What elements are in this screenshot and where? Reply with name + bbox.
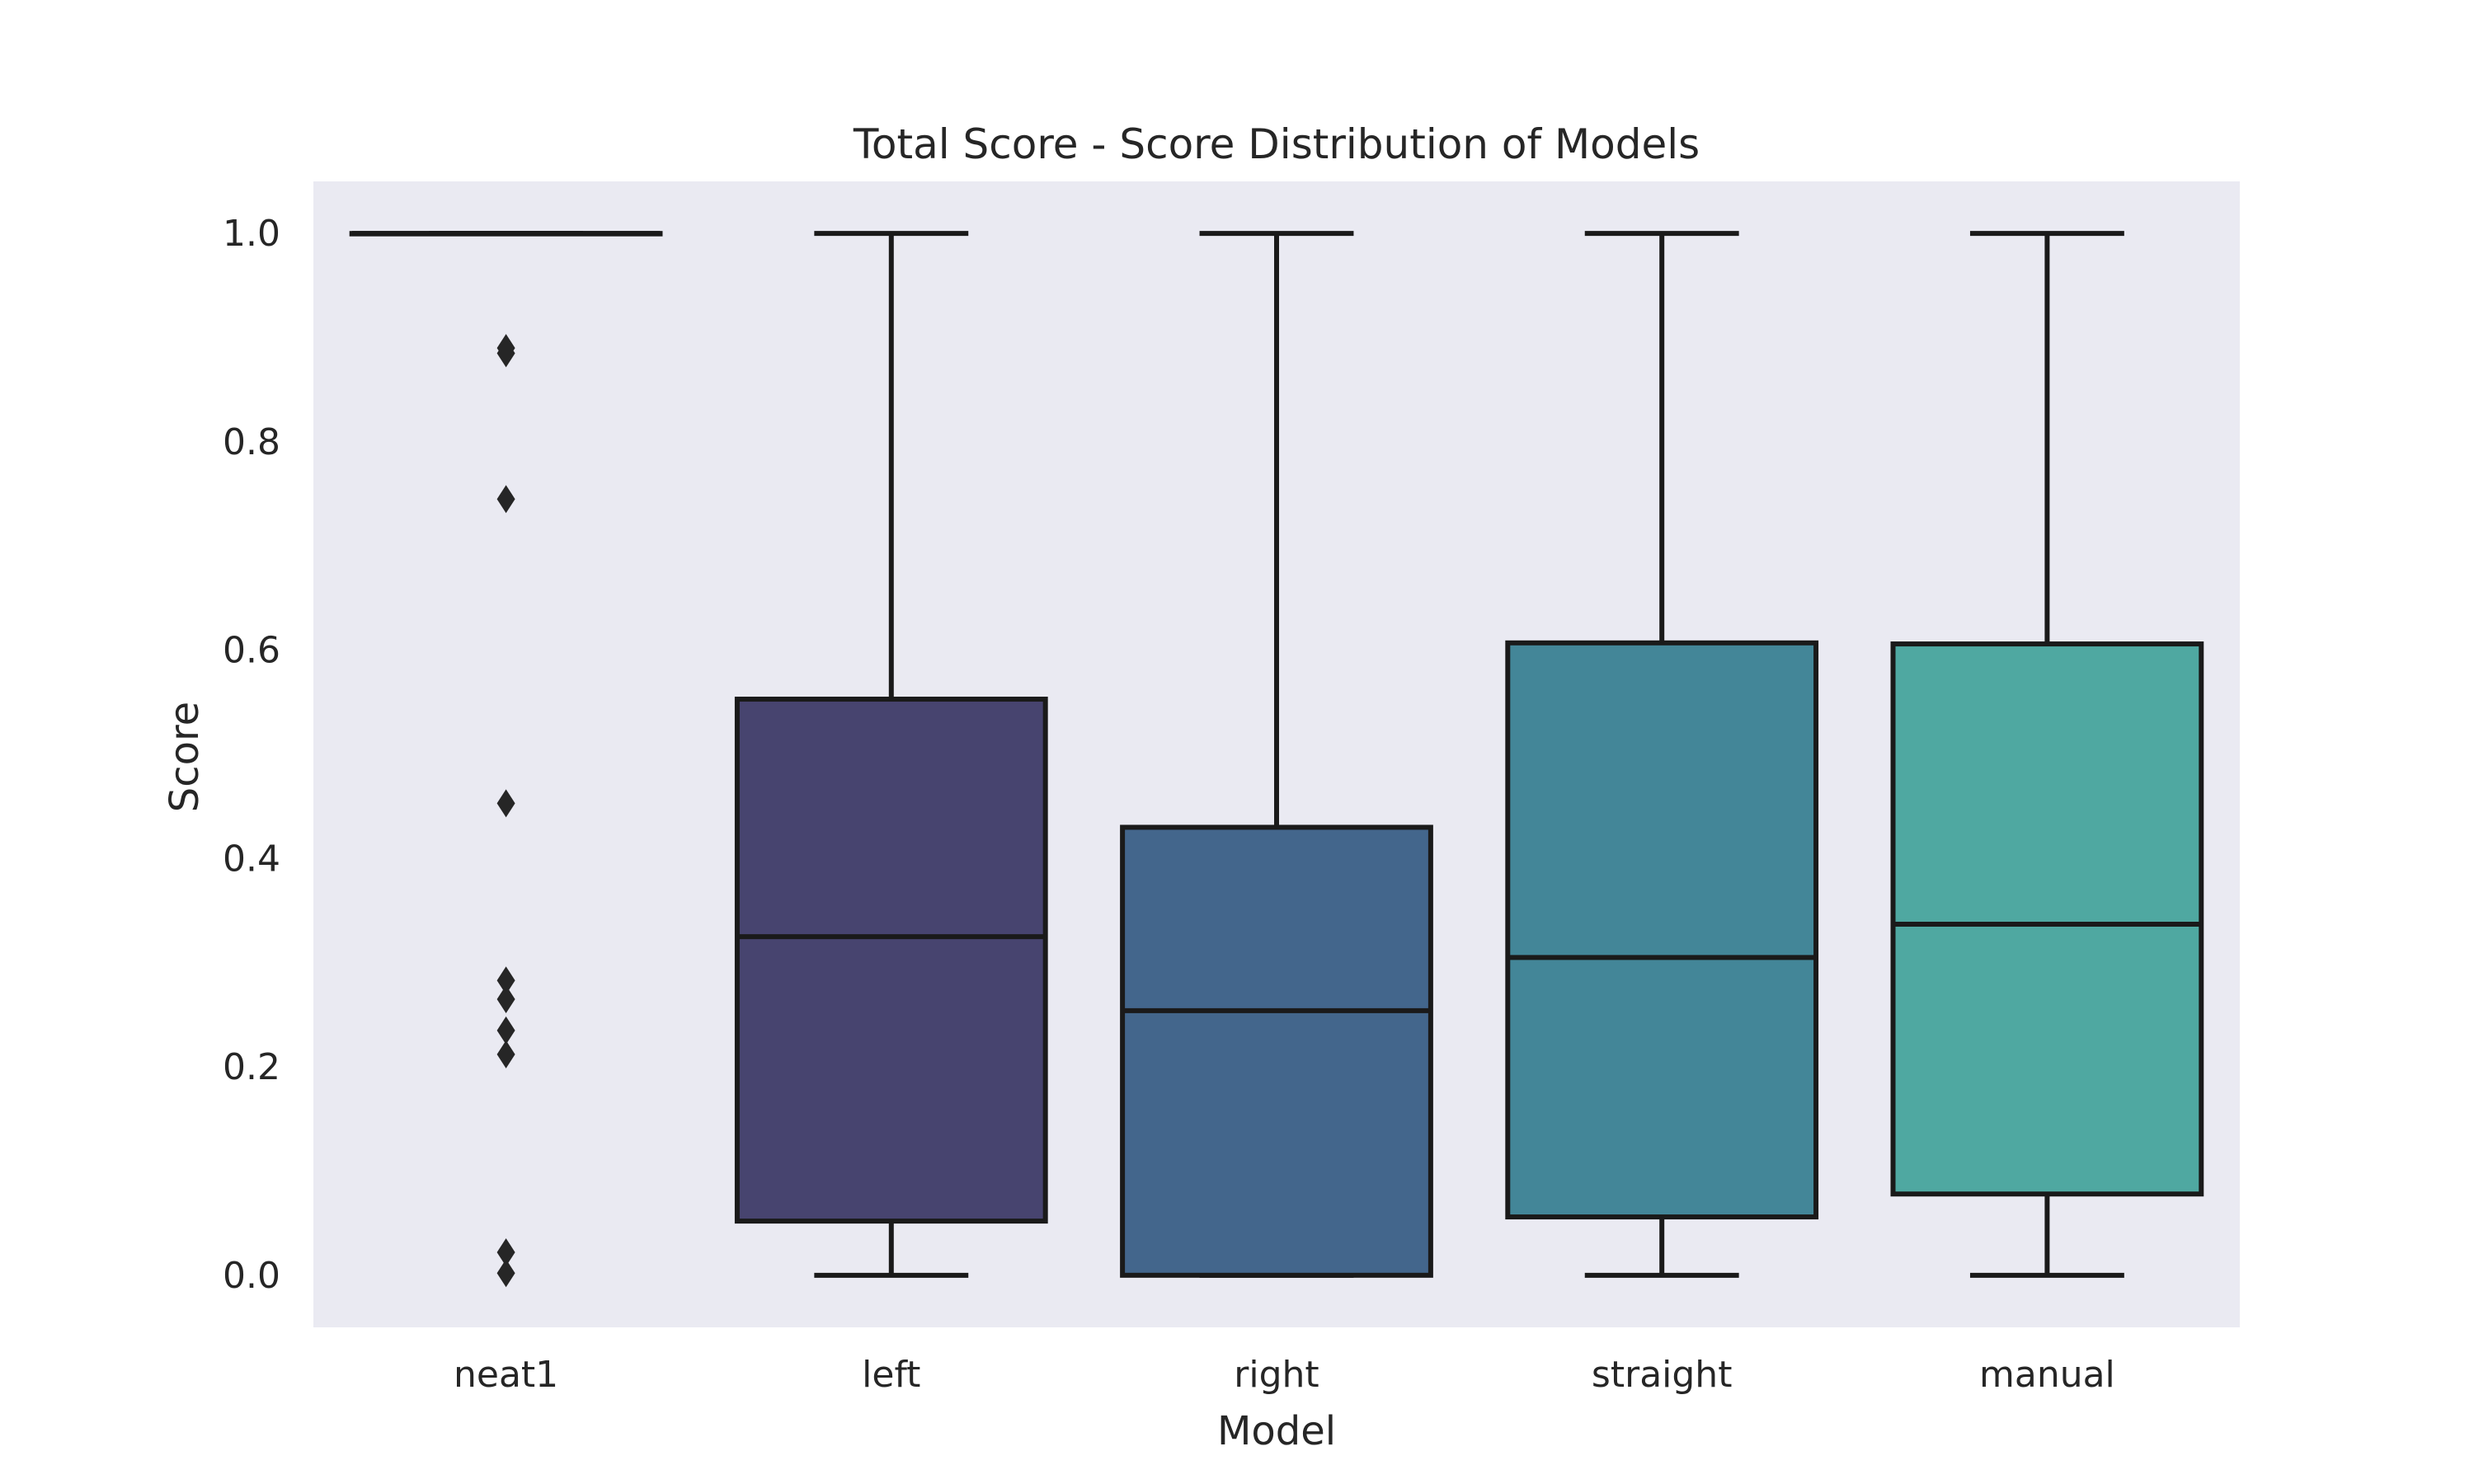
outlier-point-neat1-6 bbox=[496, 1016, 515, 1045]
y-tick-label: 0.4 bbox=[223, 838, 280, 880]
y-tick-label: 0.0 bbox=[223, 1255, 280, 1297]
outlier-point-neat1-2 bbox=[496, 485, 515, 514]
y-axis-label: Score bbox=[162, 702, 208, 812]
outlier-point-neat1-4 bbox=[496, 966, 515, 995]
y-tick-label: 0.2 bbox=[223, 1046, 280, 1088]
x-tick-label-straight: straight bbox=[1592, 1354, 1733, 1396]
outlier-point-neat1-8 bbox=[496, 1238, 515, 1267]
x-tick-label-manual: manual bbox=[1979, 1354, 2115, 1396]
y-axis-ticks: 0.0 0.2 0.4 0.6 0.8 1.0 bbox=[223, 213, 280, 1297]
box-body-manual bbox=[1890, 641, 2204, 1197]
outlier-point-neat1-7 bbox=[496, 1040, 515, 1068]
outlier-point-neat1-1 bbox=[496, 339, 515, 368]
x-tick-label-left: left bbox=[862, 1354, 920, 1396]
outlier-point-neat1-3 bbox=[496, 789, 515, 818]
x-axis-label: Model bbox=[1217, 1408, 1336, 1454]
chart-title: Total Score - Score Distribution of Mode… bbox=[853, 120, 1700, 168]
x-tick-label-neat1: neat1 bbox=[454, 1354, 558, 1396]
box-body-straight bbox=[1505, 640, 1819, 1220]
y-tick-label: 0.8 bbox=[223, 421, 280, 463]
box-manual bbox=[1890, 231, 2204, 1278]
box-straight bbox=[1505, 231, 1819, 1278]
boxes-group bbox=[349, 231, 2204, 1288]
y-tick-label: 0.6 bbox=[223, 630, 280, 672]
box-neat1 bbox=[349, 231, 663, 1288]
box-right bbox=[1120, 231, 1433, 1278]
box-body-right bbox=[1120, 824, 1433, 1278]
box-left bbox=[734, 231, 1048, 1278]
box-body-left bbox=[734, 697, 1048, 1224]
outlier-point-neat1-5 bbox=[496, 984, 515, 1013]
y-tick-label: 1.0 bbox=[223, 213, 280, 255]
outlier-point-neat1-9 bbox=[496, 1259, 515, 1288]
x-tick-label-right: right bbox=[1234, 1354, 1319, 1396]
x-axis-ticks: neat1 left right straight manual bbox=[454, 1354, 2115, 1396]
